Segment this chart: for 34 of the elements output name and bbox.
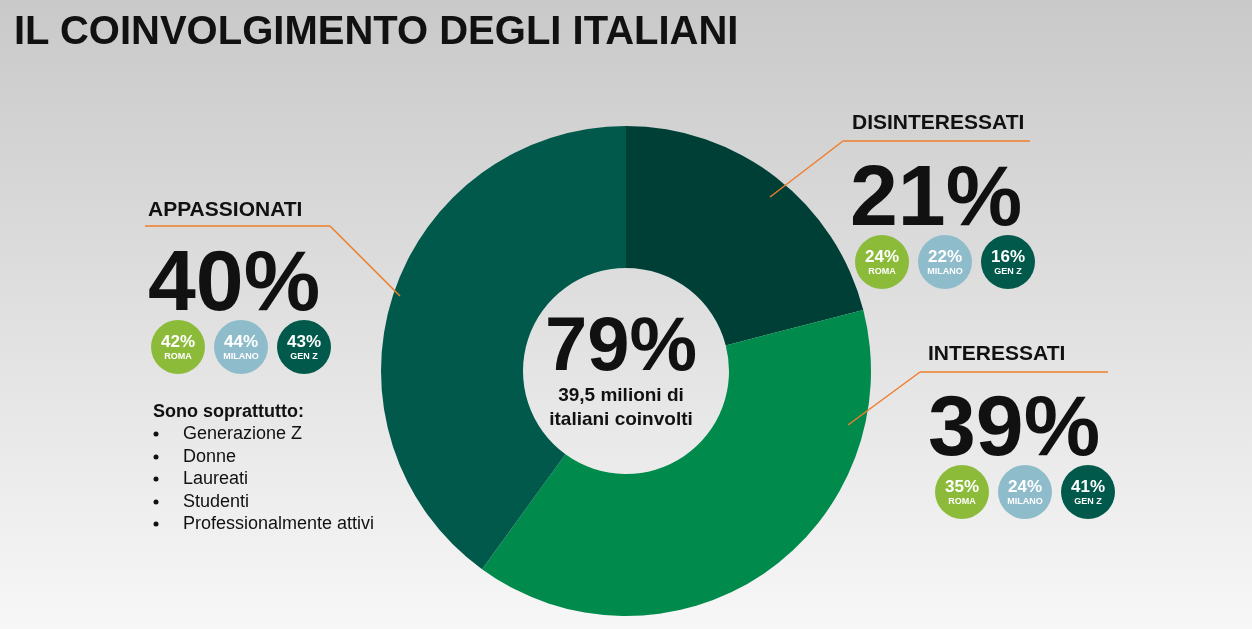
text: Generazione Z [183,422,303,445]
text: Studenti [183,489,250,512]
data-label: 40% [148,232,321,328]
text: ROMA [947,495,977,507]
text: MILANO [222,350,260,362]
text: Donne [183,444,237,467]
text: 24% [864,246,900,266]
text: GEN Z [993,265,1023,277]
text: GEN Z [289,350,319,362]
text: ROMA [867,265,897,277]
text: 39,5 milioni di italiani coinvolti [548,383,694,431]
text: 43% [286,331,322,351]
donut-slice [481,310,871,616]
text: Sono soprattutto: [153,400,305,422]
slice-label: INTERESSATI [928,341,1066,365]
slice-label: APPASSIONATI [148,197,303,221]
slice-label: DISINTERESSATI [852,110,1025,134]
text: MILANO [1006,495,1044,507]
text: 22% [927,246,963,266]
text: 44% [223,331,259,351]
text: ROMA [163,350,193,362]
text: GEN Z [1073,495,1103,507]
text: 42% [160,331,196,351]
text: 16% [990,246,1026,266]
text: 79% [543,301,699,386]
data-label: 39% [928,377,1101,473]
text: 24% [1007,476,1043,496]
text: Professionalmente attivi [183,512,375,535]
text: MILANO [926,265,964,277]
text: 35% [944,476,980,496]
chart-title: IL COINVOLGIMENTO DEGLI ITALIANI [14,8,739,53]
text: Laureati [183,467,249,490]
text: 41% [1070,476,1106,496]
data-label: 21% [850,147,1023,243]
